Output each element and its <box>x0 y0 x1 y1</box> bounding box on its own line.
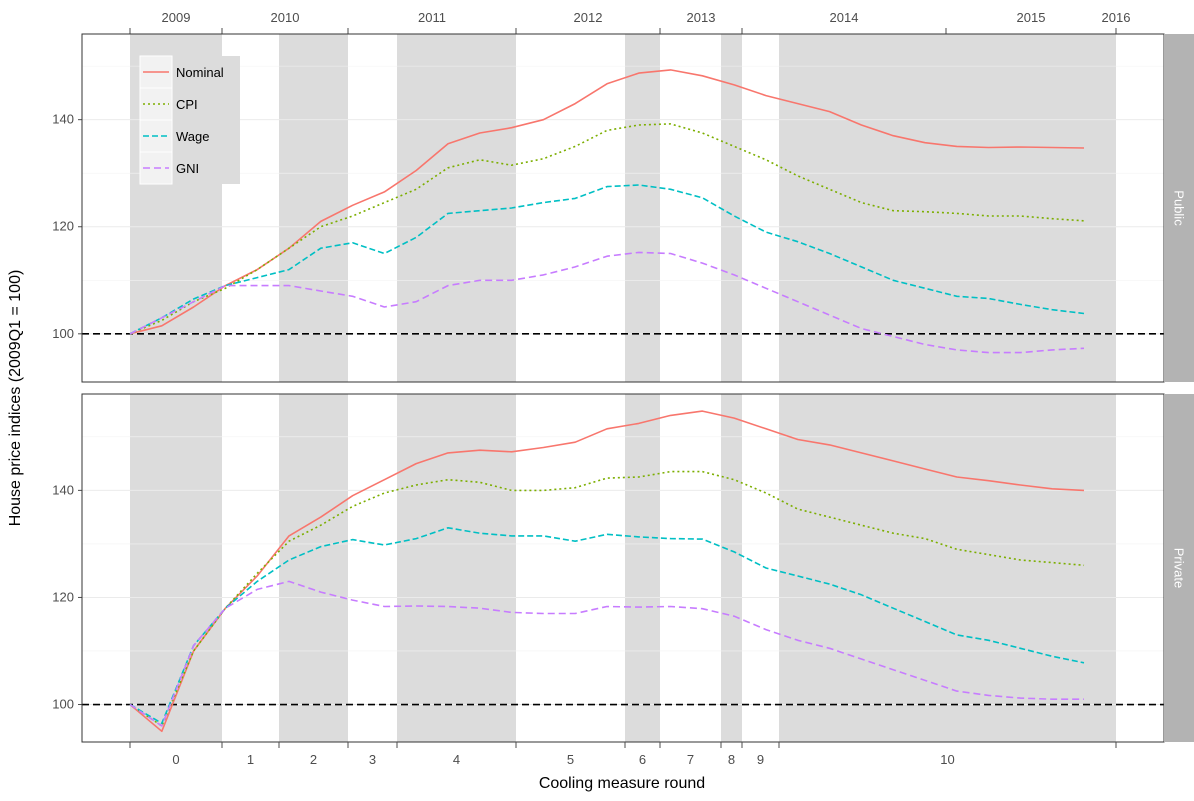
y-tick-label: 100 <box>52 326 74 341</box>
facet-strip <box>1164 34 1194 382</box>
year-label: 2015 <box>1017 10 1046 25</box>
legend-label: CPI <box>176 97 198 112</box>
round-label: 3 <box>369 752 376 767</box>
round-label: 5 <box>567 752 574 767</box>
year-axis: 2009 2010 2011 2012 2013 2014 2015 2016 <box>129 10 1131 34</box>
round-label: 7 <box>687 752 694 767</box>
series-line-wage <box>129 184 1085 335</box>
round-band <box>397 34 516 382</box>
round-label: 9 <box>757 752 764 767</box>
round-axis: 0 1 2 3 4 5 6 7 8 9 10 <box>129 742 1117 767</box>
panel-private: 100 120 140 Private <box>52 393 1194 743</box>
round-label: 2 <box>310 752 317 767</box>
round-band <box>779 34 1116 382</box>
series-line-gni <box>129 580 1084 727</box>
legend-label: GNI <box>176 161 199 176</box>
round-band <box>721 394 742 742</box>
year-label: 2016 <box>1102 10 1131 25</box>
y-tick-label: 120 <box>52 589 74 604</box>
series-line-cpi <box>129 470 1085 727</box>
year-label: 2009 <box>162 10 191 25</box>
round-band <box>279 34 348 382</box>
series-line-nominal <box>129 410 1085 733</box>
y-tick-label: 140 <box>52 482 74 497</box>
year-label: 2012 <box>574 10 603 25</box>
y-tick-label: 120 <box>52 219 74 234</box>
round-band <box>279 394 348 742</box>
legend-key <box>139 87 173 121</box>
round-band <box>721 34 742 382</box>
round-label: 10 <box>940 752 954 767</box>
round-label: 6 <box>639 752 646 767</box>
round-label: 1 <box>247 752 254 767</box>
panels: 100 120 140 Public 100 120 140 Private <box>52 33 1194 743</box>
round-band <box>130 394 222 742</box>
legend-label: Nominal <box>176 65 224 80</box>
x-axis-title: Cooling measure round <box>539 775 705 792</box>
series-line-gni <box>129 251 1085 354</box>
legend-label: Wage <box>176 129 209 144</box>
year-label: 2010 <box>271 10 300 25</box>
round-label: 8 <box>728 752 735 767</box>
facet-strip-label: Public <box>1172 190 1187 226</box>
y-tick-label: 140 <box>52 112 74 127</box>
facet-strip-label: Private <box>1172 548 1187 588</box>
round-band <box>625 394 660 742</box>
year-label: 2014 <box>830 10 859 25</box>
round-label: 4 <box>453 752 460 767</box>
y-tick-label: 100 <box>52 697 74 712</box>
facet-strip <box>1164 394 1194 742</box>
year-label: 2011 <box>418 10 446 25</box>
round-label: 0 <box>172 752 179 767</box>
year-label: 2013 <box>687 10 716 25</box>
legend: Nominal CPI Wage GNI <box>139 55 240 185</box>
round-band <box>779 394 1116 742</box>
series-line-wage <box>129 526 1085 725</box>
panel-public: 100 120 140 Public <box>52 33 1194 383</box>
y-axis-title: House price indices (2009Q1 = 100) <box>7 270 24 527</box>
round-band <box>625 34 660 382</box>
series-line-cpi <box>129 123 1085 335</box>
round-band <box>397 394 516 742</box>
